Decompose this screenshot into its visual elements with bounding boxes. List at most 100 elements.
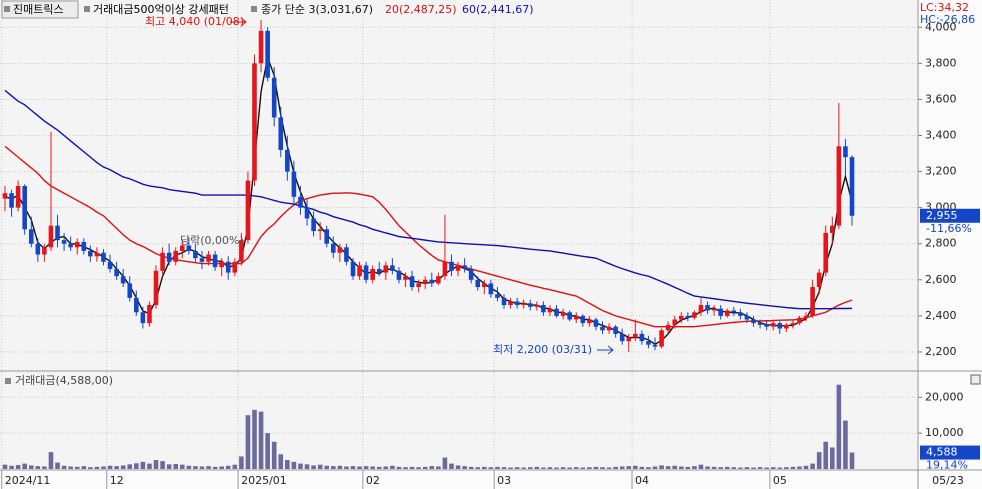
last-date: 05/23	[932, 474, 964, 487]
volume-bar	[724, 466, 730, 469]
plot-bg	[0, 0, 918, 470]
candle-body	[770, 323, 776, 327]
x-tick-label: 05	[773, 474, 787, 487]
y-tick-label: 3,400	[925, 128, 957, 141]
candle-body	[140, 312, 146, 324]
volume-bar	[672, 465, 678, 469]
axis-bg	[918, 0, 982, 489]
volume-bar	[606, 467, 612, 469]
last-price-tag	[920, 208, 980, 223]
x-axis-bg	[0, 470, 918, 489]
arrow	[230, 17, 247, 27]
volume-bar	[613, 466, 618, 469]
candle-body	[429, 279, 435, 284]
volume-bar	[698, 464, 704, 469]
volume-bar	[74, 466, 80, 469]
candle-body	[245, 180, 251, 241]
candle-body	[573, 315, 579, 320]
volume-bar	[344, 466, 349, 469]
volume-bar	[547, 467, 553, 469]
candle-body	[541, 305, 546, 313]
candle-body	[107, 261, 113, 269]
volume-bar	[436, 466, 441, 469]
volume-bar	[94, 466, 100, 469]
volume-bar	[376, 466, 382, 469]
volume-bar	[744, 467, 750, 469]
volume-bar	[15, 465, 21, 469]
close-button[interactable]	[970, 374, 981, 385]
volume-bar	[580, 467, 586, 469]
volume-bar	[383, 466, 389, 469]
stock-box[interactable]	[1, 0, 79, 19]
volume-bar	[61, 465, 67, 469]
candle-body	[803, 315, 809, 318]
candle-body	[751, 319, 756, 324]
candle-body	[606, 326, 612, 331]
candle-body	[698, 305, 704, 313]
candle-body	[587, 319, 592, 324]
volume-bar	[219, 466, 224, 469]
candle-body	[705, 305, 710, 311]
y-tick-label: 20,000	[925, 390, 964, 403]
x-tick-label: 2025/01	[241, 474, 287, 487]
candle-body	[363, 265, 369, 280]
volume-bar	[633, 465, 638, 469]
candle-body	[626, 337, 632, 342]
candle-body	[81, 241, 87, 251]
volume-bar	[495, 466, 500, 469]
volume-change: 19,14%	[926, 459, 968, 472]
volume-bar	[738, 467, 743, 469]
volume-bar	[304, 464, 310, 469]
stock-name[interactable]: 진매트릭스	[13, 3, 64, 16]
candle-body	[74, 241, 80, 248]
volume-bar	[134, 463, 139, 469]
volume-title: 거래대금(4,588,00)	[15, 374, 113, 387]
candle-body	[797, 317, 802, 324]
volume-bar	[639, 466, 645, 469]
candle-body	[153, 270, 159, 306]
candle-body	[127, 283, 133, 298]
candle-body	[422, 279, 428, 284]
candle-body	[147, 305, 152, 324]
volume-bar	[298, 463, 303, 469]
candle-body	[55, 225, 60, 241]
candle-body	[370, 268, 375, 280]
volume-bar	[42, 466, 47, 469]
volume-bar	[751, 467, 756, 469]
volume-bar	[363, 466, 369, 469]
volume-bar	[764, 467, 769, 469]
volume-bar	[337, 465, 343, 469]
volume-bar	[252, 409, 257, 469]
volume-bar	[22, 463, 27, 469]
volume-bar	[508, 467, 513, 469]
volume-bar	[225, 465, 231, 469]
lc-label: LC:34,32	[920, 1, 969, 14]
volume-bar	[482, 466, 487, 469]
candle-body	[390, 265, 395, 271]
ma-line	[4, 145, 853, 328]
volume-bar	[2, 464, 8, 469]
candle-body	[48, 225, 54, 248]
candle-body	[823, 232, 829, 273]
candle-body	[239, 240, 244, 262]
candle-body	[718, 308, 723, 316]
volume-bar	[245, 415, 251, 469]
candle-body	[134, 297, 139, 313]
volume-bar	[153, 460, 159, 469]
candle-body	[35, 243, 41, 255]
volume-bar	[659, 465, 664, 469]
candle-body	[633, 333, 638, 338]
volume-bar	[160, 461, 165, 469]
last-price: 2,955	[926, 209, 958, 222]
candle-body	[554, 308, 559, 316]
hc-label: HC:-26,86	[920, 13, 975, 26]
candle-body	[396, 270, 402, 280]
volume-bar	[147, 463, 152, 469]
x-tick-label: 02	[366, 474, 380, 487]
candle-body	[738, 312, 743, 316]
volume-bar	[803, 465, 809, 469]
candle-body	[501, 297, 507, 306]
volume-bar	[422, 466, 428, 469]
candle-body	[613, 326, 618, 334]
candle-body	[744, 315, 750, 320]
